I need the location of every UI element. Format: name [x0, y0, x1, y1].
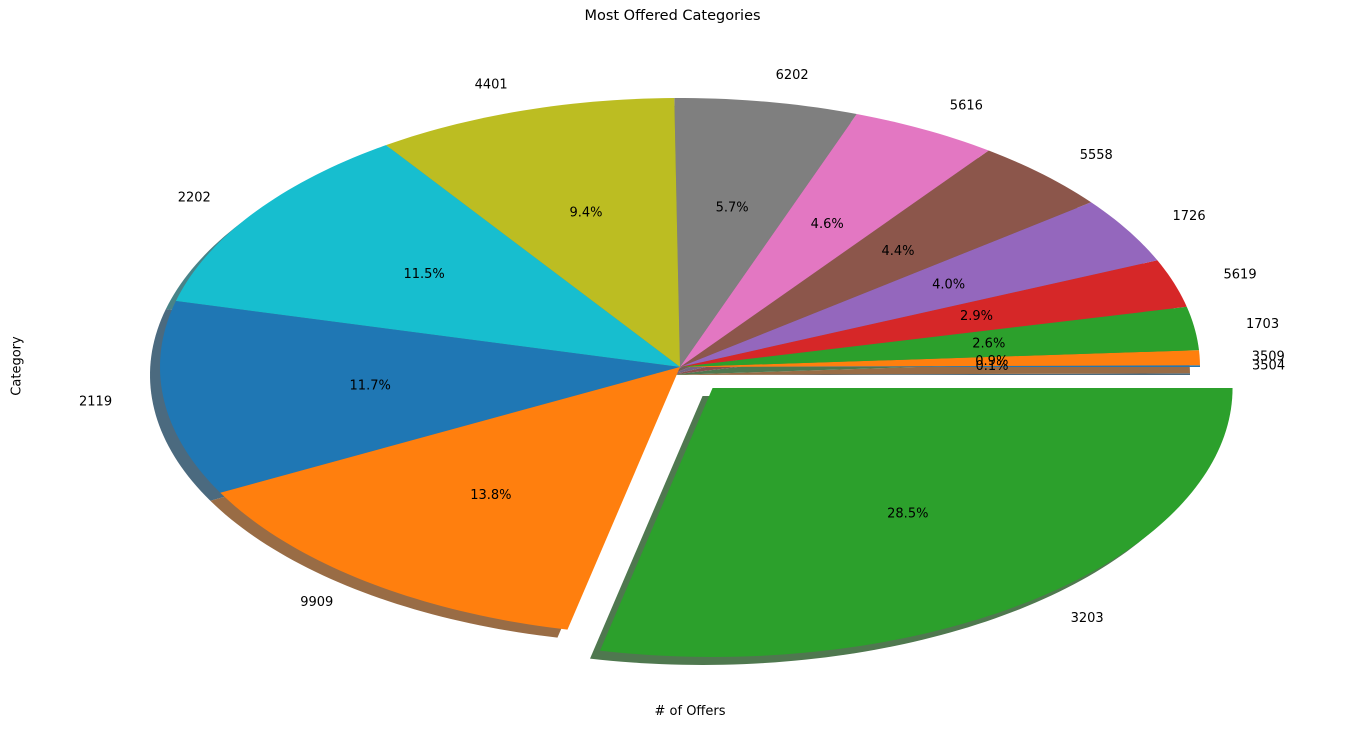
- pie-slice-5558: [680, 150, 1092, 367]
- y-axis-label: Category: [9, 336, 25, 396]
- slice-pct-label-1726: 4.0%: [932, 277, 965, 292]
- slice-label-1726: 1726: [1173, 209, 1206, 224]
- pie-slice-3203: [600, 387, 1233, 657]
- pie-slice-3509: [680, 350, 1200, 367]
- slice-label-6202: 6202: [776, 68, 809, 83]
- slice-pct-label-5616: 4.6%: [811, 217, 844, 232]
- pie-slice-9909: [220, 367, 680, 630]
- slice-label-9909: 9909: [300, 595, 333, 610]
- slice-label-3203: 3203: [1071, 611, 1104, 626]
- pie-slice-2119: [160, 300, 680, 493]
- pie-slice-1703: [680, 306, 1199, 367]
- slice-pct-label-2202: 11.5%: [403, 267, 444, 282]
- slice-label-5619: 5619: [1224, 267, 1257, 282]
- slice-pct-label-1703: 2.6%: [972, 336, 1005, 351]
- pie-slice-6202: [674, 98, 857, 367]
- x-axis-label: # of Offers: [654, 704, 726, 719]
- slice-label-2202: 2202: [178, 190, 211, 205]
- slice-label-1703: 1703: [1246, 317, 1279, 332]
- slice-pct-label-9909: 13.8%: [470, 488, 511, 503]
- slice-pct-label-2119: 11.7%: [350, 379, 391, 394]
- pie-slice-2202: [175, 145, 680, 367]
- pie-slice-5619: [680, 260, 1187, 367]
- slice-label-2119: 2119: [79, 395, 112, 410]
- pie-slice-3504: [680, 365, 1200, 367]
- slice-label-5616: 5616: [950, 99, 983, 114]
- slice-pct-label-3509: 0.9%: [975, 354, 1008, 369]
- slice-pct-label-4401: 9.4%: [569, 206, 602, 221]
- slice-pct-label-3504: 0.1%: [975, 359, 1008, 374]
- slice-pct-label-6202: 5.7%: [716, 200, 749, 215]
- slice-label-4401: 4401: [475, 77, 508, 92]
- chart-title: Most Offered Categories: [584, 8, 761, 24]
- pie-slice-1726: [680, 202, 1158, 367]
- slice-pct-label-5558: 4.4%: [881, 244, 914, 259]
- slice-pct-label-5619: 2.9%: [960, 309, 993, 324]
- slice-label-5558: 5558: [1080, 148, 1113, 163]
- pie-slice-4401: [385, 98, 680, 368]
- slice-pct-label-3203: 28.5%: [887, 506, 928, 521]
- slice-shadow-3504: [670, 373, 1190, 375]
- slice-label-3509: 3509: [1252, 349, 1285, 364]
- slice-label-3504: 3504: [1252, 359, 1285, 374]
- pie-slice-5616: [680, 114, 989, 367]
